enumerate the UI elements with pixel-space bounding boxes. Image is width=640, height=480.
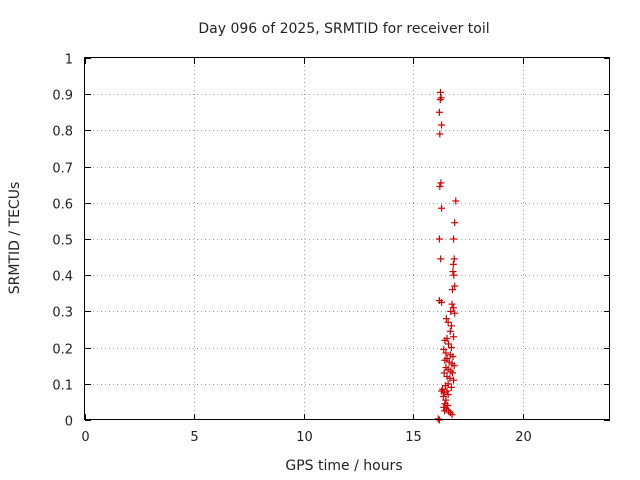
data-point bbox=[443, 335, 451, 343]
y-tick-label: 0.6 bbox=[52, 198, 73, 213]
data-point bbox=[450, 235, 458, 243]
data-point bbox=[437, 255, 445, 263]
data-point bbox=[451, 282, 459, 290]
data-point bbox=[444, 318, 452, 326]
data-point bbox=[447, 307, 455, 315]
data-point bbox=[446, 327, 454, 335]
data-point bbox=[442, 382, 449, 390]
data-point bbox=[436, 88, 444, 96]
data-point bbox=[446, 374, 454, 382]
x-tick-label: 0 bbox=[81, 430, 89, 445]
y-tick-label: 0 bbox=[65, 415, 73, 430]
data-point bbox=[435, 235, 443, 243]
y-tick-label: 1 bbox=[65, 53, 73, 68]
x-tick-label: 20 bbox=[515, 430, 532, 445]
data-point bbox=[449, 369, 456, 377]
plot-frame bbox=[84, 57, 610, 420]
data-point bbox=[449, 353, 457, 361]
y-tick-label: 0.1 bbox=[52, 379, 73, 394]
y-tick-label: 0.3 bbox=[52, 306, 73, 321]
data-point bbox=[444, 402, 452, 410]
data-point bbox=[436, 183, 444, 191]
x-axis: 0 5 10 15 20 bbox=[81, 58, 532, 445]
data-point bbox=[448, 411, 456, 419]
data-point bbox=[448, 300, 456, 308]
data-point bbox=[450, 362, 458, 370]
data-point bbox=[443, 387, 451, 395]
data-point bbox=[445, 340, 453, 348]
y-axis: 0 0.1 0.2 0.3 0.4 0.5 0.6 0.7 0.8 0.9 1 bbox=[52, 53, 610, 430]
data-point bbox=[447, 383, 455, 391]
data-point bbox=[434, 415, 442, 423]
y-tick-label: 0.7 bbox=[52, 162, 73, 177]
data-point bbox=[440, 345, 448, 353]
y-tick-label: 0.8 bbox=[52, 125, 73, 140]
data-point bbox=[451, 219, 459, 227]
data-point bbox=[437, 94, 445, 102]
y-tick-label: 0.4 bbox=[52, 270, 73, 285]
data-point bbox=[441, 356, 449, 364]
data-point bbox=[437, 179, 445, 187]
y-tick-label: 0.2 bbox=[52, 343, 73, 358]
data-point bbox=[442, 396, 450, 404]
data-point bbox=[442, 349, 450, 357]
data-point bbox=[451, 309, 459, 317]
y-tick-label: 0.9 bbox=[52, 89, 73, 104]
data-point bbox=[449, 304, 457, 312]
data-point bbox=[447, 344, 455, 352]
y-axis-label: SRMTID / TECUs bbox=[7, 182, 23, 295]
data-point bbox=[450, 376, 458, 384]
data-point bbox=[442, 315, 450, 323]
data-point bbox=[438, 298, 446, 306]
data-point bbox=[449, 260, 457, 268]
data-point bbox=[449, 286, 456, 294]
x-tick-label: 10 bbox=[296, 430, 313, 445]
data-point bbox=[438, 204, 446, 212]
data-points bbox=[434, 88, 460, 424]
data-point bbox=[436, 96, 444, 104]
chart-title: Day 096 of 2025, SRMTID for receiver toi… bbox=[198, 21, 489, 37]
data-point bbox=[438, 121, 446, 129]
data-point bbox=[449, 268, 457, 276]
data-point bbox=[446, 409, 454, 417]
data-point bbox=[450, 333, 458, 341]
x-axis-label: GPS time / hours bbox=[285, 458, 402, 474]
data-point bbox=[450, 255, 458, 263]
data-point bbox=[444, 391, 452, 399]
data-point bbox=[440, 369, 448, 377]
data-point bbox=[436, 130, 444, 138]
data-point bbox=[447, 322, 455, 330]
x-tick-label: 15 bbox=[405, 430, 422, 445]
grid-layer bbox=[85, 58, 610, 420]
data-point bbox=[450, 271, 458, 279]
data-point bbox=[435, 108, 443, 116]
data-point bbox=[452, 197, 460, 205]
x-tick-label: 5 bbox=[190, 430, 198, 445]
data-point bbox=[439, 392, 447, 400]
y-tick-label: 0.5 bbox=[52, 234, 73, 249]
